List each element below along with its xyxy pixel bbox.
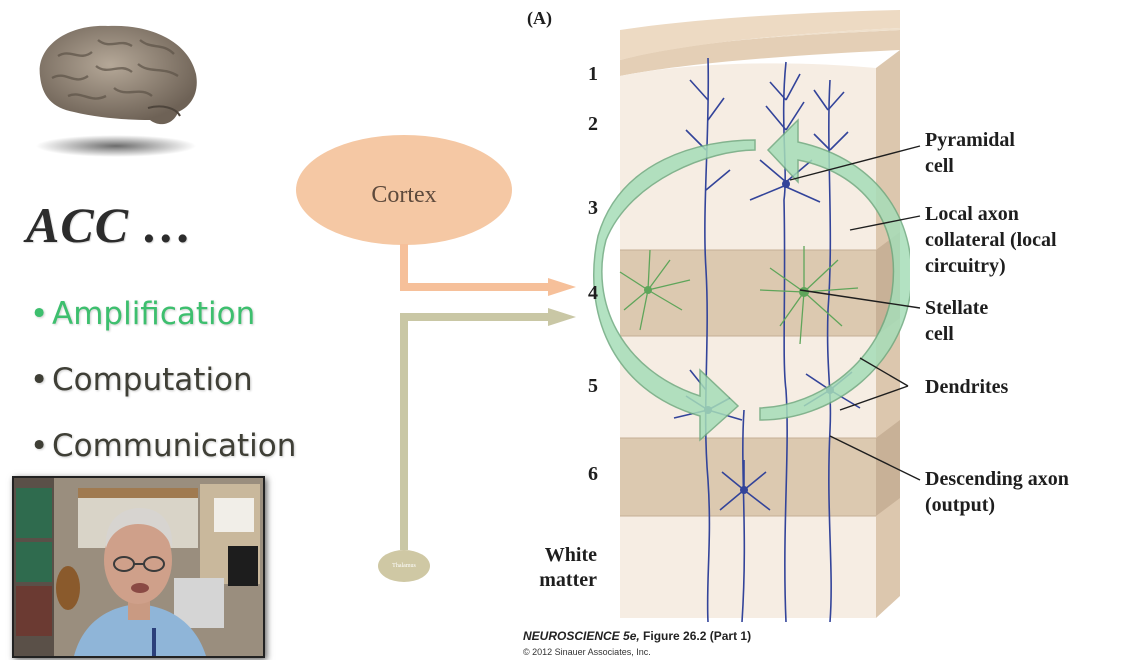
cortex-node (296, 135, 512, 245)
layer-3-label: 3 (588, 197, 598, 219)
bullet-list: • Amplification • Computation • Communicati… (30, 292, 296, 490)
layer-6-label: 6 (588, 463, 598, 485)
layer-5-label: 5 (588, 375, 598, 397)
local-axon-callout: Local axon collateral (local circuitry) (925, 203, 1057, 277)
cortex-arrow (400, 244, 548, 291)
cortex-column-figure (593, 10, 910, 622)
brain-image (36, 25, 197, 157)
recurrent-circuit-arrows (593, 118, 910, 442)
flow-diagram (296, 135, 576, 582)
figure-caption: NEUROSCIENCE 5e, Figure 26.2 (Part 1) (523, 629, 752, 643)
callout-lines (789, 145, 921, 481)
stellate-cell-callout: Stellate cell (925, 297, 989, 345)
cortex-label: Cortex (371, 182, 437, 208)
layer-4-label: 4 (588, 282, 598, 304)
presenter-video (12, 476, 265, 658)
slide-title: ACC … (26, 197, 194, 253)
bullet-computation: • Computation (30, 362, 253, 398)
copyright: © 2012 Sinauer Associates, Inc. (523, 647, 651, 657)
thalamus-arrow (400, 313, 548, 550)
dendrites-callout: Dendrites (925, 376, 1009, 398)
thalamus-node (378, 550, 430, 582)
thalamus-label: Thalamus (392, 563, 416, 569)
stellate-cells (619, 246, 859, 345)
descending-axon-callout: Descending axon (output) (925, 468, 1069, 516)
layer-1-label: 1 (588, 63, 598, 85)
bullet-amplification: • Amplification (30, 296, 256, 332)
panel-label: (A) (527, 8, 552, 28)
presenter-avatar (14, 478, 263, 656)
bullet-communication: • Communication (30, 428, 297, 464)
pyramidal-cell-callout: Pyramidal cell (925, 129, 1015, 177)
layer-2-label: 2 (588, 113, 598, 135)
white-matter-label: White matter (539, 544, 597, 591)
